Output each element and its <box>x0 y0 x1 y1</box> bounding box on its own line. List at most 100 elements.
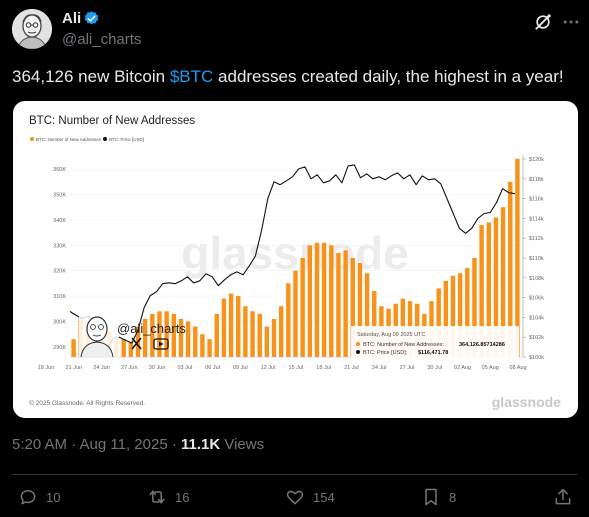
like-count: 154 <box>313 489 335 505</box>
x-tick-label: 03 Jul <box>177 365 192 371</box>
bar <box>465 268 470 357</box>
avatar-face-icon <box>12 9 52 49</box>
repost-button[interactable]: 16 <box>147 484 189 510</box>
legend-line-swatch <box>103 137 107 141</box>
bar <box>164 311 169 357</box>
bar <box>207 339 212 357</box>
y-left-tick-label: 330K <box>53 243 66 249</box>
bar <box>372 291 377 357</box>
bar <box>336 252 341 357</box>
y-right-tick-label: $116k <box>529 197 544 203</box>
bar <box>293 270 298 357</box>
x-tick-label: 21 Jun <box>66 365 83 371</box>
y-right-tick-label: $118k <box>529 177 544 183</box>
tooltip-addresses-label: BTC: Number of New Addresses: <box>363 342 444 348</box>
bar <box>500 207 506 357</box>
tweet-header: Ali @ali_charts <box>0 0 589 60</box>
heart-icon <box>286 490 304 505</box>
x-tick-label: 08 Aug <box>509 365 526 371</box>
price-line <box>69 164 516 350</box>
overlay-handle: @ali_charts <box>117 321 186 336</box>
bar <box>321 242 327 357</box>
x-tick-label: 27 Jul <box>400 365 415 371</box>
bar <box>307 245 313 357</box>
avatar[interactable] <box>12 9 52 49</box>
y-right-tick-label: $102k <box>529 335 544 341</box>
bar <box>221 298 227 357</box>
bar <box>71 339 76 357</box>
grok-icon[interactable] <box>533 12 553 32</box>
x-tick-label: 24 Jul <box>372 365 387 371</box>
bar <box>364 273 370 357</box>
y-right-tick-label: $110k <box>529 256 544 262</box>
bar <box>343 250 348 357</box>
share-button[interactable] <box>553 484 581 510</box>
x-tick-label: 24 Jun <box>93 365 110 371</box>
tooltip-addresses-value: 364,126.85714286 <box>459 342 505 348</box>
tweet-timestamp[interactable]: 5:20 AM · Aug 11, 2025 · <box>12 436 181 453</box>
bar <box>257 313 262 357</box>
tweet-meta: 5:20 AM · Aug 11, 2025 · 11.1K Views <box>12 436 264 453</box>
views-count: 11.1K <box>181 436 221 453</box>
y-left-tick-label: 320K <box>53 269 66 275</box>
views-label: Views <box>220 436 265 453</box>
tooltip-date: Saturday, Aug 09 2025 UTC <box>357 332 425 338</box>
chart-card[interactable]: BTC: Number of New Addresses BTC: Number… <box>13 101 578 418</box>
tweet-text: 364,126 new Bitcoin $BTC addresses creat… <box>12 66 582 88</box>
legend-item-price: BTC: Price [USD] <box>109 137 144 142</box>
bar <box>178 318 184 357</box>
like-button[interactable]: 154 <box>285 484 335 510</box>
x-tick-label: 09 Jul <box>233 365 248 371</box>
chart-legend: BTC: Number of New Addresses BTC: Price … <box>30 137 144 142</box>
y-right-tick-label: $120k <box>529 157 544 163</box>
bar <box>200 334 205 357</box>
x-tick-label: 18 Jun <box>38 365 55 371</box>
reply-icon <box>20 490 36 505</box>
bar <box>121 339 126 357</box>
x-tick-label: 21 Jul <box>344 365 359 371</box>
x-tick-label: 30 Jul <box>427 365 442 371</box>
x-logo-icon <box>131 337 142 350</box>
youtube-icon <box>153 338 169 350</box>
bar <box>193 326 198 357</box>
x-tick-label: 06 Jul <box>205 365 220 371</box>
tooltip-price-label: BTC: Price [USD]: <box>363 350 408 356</box>
x-tick-label: 02 Aug <box>454 365 471 371</box>
reply-count: 10 <box>46 489 61 505</box>
legend-item-addresses: BTC: Number of New Addresses <box>36 137 102 142</box>
y-right-tick-label: $112k <box>529 236 544 242</box>
chart-title: BTC: Number of New Addresses <box>29 115 195 127</box>
tweet-text-before: 364,126 new Bitcoin <box>12 67 170 86</box>
y-right-tick-label: $114k <box>529 216 544 222</box>
y-left-tick-label: 340K <box>53 218 66 224</box>
bar <box>493 217 499 357</box>
chart-svg: BTC: Number of New Addresses BTC: Number… <box>29 115 561 410</box>
bar <box>314 242 320 357</box>
bar <box>286 283 291 357</box>
author-name[interactable]: Ali <box>62 10 82 27</box>
bar <box>128 341 134 357</box>
bar <box>436 288 441 357</box>
bar <box>479 225 484 357</box>
bar <box>236 296 241 357</box>
bar <box>443 280 449 357</box>
chart-tooltip: Saturday, Aug 09 2025 UTC BTC: Number of… <box>351 326 519 358</box>
bar <box>515 158 520 357</box>
bar <box>157 311 162 357</box>
bookmark-count: 8 <box>449 489 457 505</box>
bar <box>171 313 177 357</box>
bar <box>278 306 284 357</box>
author-handle[interactable]: @ali_charts <box>62 31 142 48</box>
bar <box>150 313 155 357</box>
bookmark-button[interactable]: 8 <box>421 484 456 510</box>
legend-bar-swatch <box>30 137 34 141</box>
tooltip-price-value: $116,471.78 <box>418 350 448 356</box>
overlay-avatar-icon <box>86 316 108 342</box>
bar <box>472 258 477 357</box>
bar <box>300 258 305 357</box>
card-footer-logo: glassnode <box>492 394 561 410</box>
cashtag-link[interactable]: $BTC <box>169 67 214 86</box>
reply-button[interactable]: 10 <box>18 484 60 510</box>
more-options-icon[interactable] <box>561 12 581 32</box>
bar <box>350 258 355 357</box>
